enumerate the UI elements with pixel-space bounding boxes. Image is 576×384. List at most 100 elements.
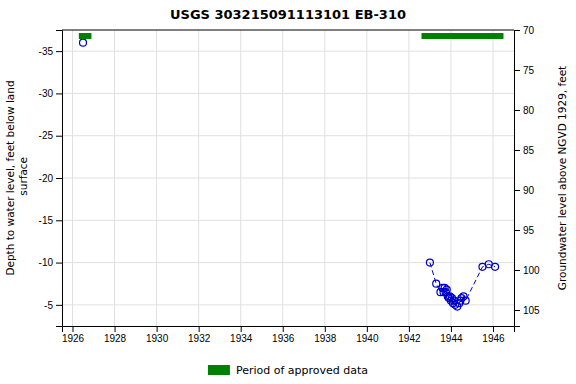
grid: [62, 30, 514, 326]
tick-mark: [493, 326, 494, 332]
tick: -25: [39, 130, 62, 141]
tick-label: -35: [39, 46, 54, 57]
grid-line-y: [62, 93, 514, 94]
tick-mark: [56, 51, 62, 52]
tick: -20: [39, 173, 62, 184]
grid-line-y: [62, 51, 514, 52]
tick-label: 1936: [272, 333, 295, 344]
tick: 105: [514, 305, 540, 316]
grid-line-y: [62, 304, 514, 305]
tick-label: 1932: [188, 333, 211, 344]
tick-label: 1946: [482, 333, 505, 344]
tick-label: -10: [39, 257, 54, 268]
y2-axis-label: Groundwater level above NGVD 1929, feet: [556, 66, 568, 290]
tick-mark: [514, 190, 520, 191]
tick: 1938: [314, 326, 337, 344]
tick-mark: [325, 326, 326, 332]
grid-line-y: [62, 262, 514, 263]
tick: -30: [39, 88, 62, 99]
x-axis: 1926 1928 1930 1932 1934 1936 1938 1940 1942 1944…: [62, 326, 515, 344]
tick: 1926: [62, 326, 85, 344]
tick: 1946: [482, 326, 505, 344]
tick-mark: [514, 70, 520, 71]
tick-label: -30: [39, 88, 54, 99]
tick-mark: [514, 230, 520, 231]
series-line: [430, 263, 495, 307]
chart: 1926 1928 1930 1932 1934 1936 1938 1940 1942 1944…: [0, 0, 576, 384]
tick: 1944: [440, 326, 463, 344]
tick: 100: [514, 265, 540, 276]
legend-swatch: [208, 365, 230, 375]
data-point: [460, 293, 467, 300]
tick-label: -20: [39, 173, 54, 184]
approved-period-bar: [79, 33, 92, 39]
grid-line-y: [62, 135, 514, 136]
tick: 90: [514, 185, 535, 196]
tick-mark: [367, 326, 368, 332]
grid-line-y: [62, 220, 514, 221]
data-point: [492, 263, 499, 270]
tick-label: 1942: [398, 333, 421, 344]
tick: -10: [39, 257, 62, 268]
y-axis-label-line: surface: [17, 157, 29, 199]
tick-mark: [56, 178, 62, 179]
title: USGS 303215091113101 EB-310: [170, 7, 406, 22]
tick-mark: [73, 326, 74, 332]
tick-label: 1940: [356, 333, 379, 344]
tick-mark: [514, 110, 520, 111]
data-point: [462, 297, 469, 304]
y2-axis: 707580859095100105: [514, 25, 540, 327]
grid-line-y: [62, 178, 514, 179]
tick-mark: [56, 220, 62, 221]
tick-mark: [283, 326, 284, 332]
tick-mark: [514, 310, 520, 311]
tick-label: 1938: [314, 333, 337, 344]
axis-line: [63, 327, 515, 333]
tick: 1932: [188, 326, 211, 344]
tick-label: 100: [523, 265, 540, 276]
tick: 95: [514, 225, 535, 236]
tick: 70: [514, 25, 535, 36]
tick-mark: [514, 270, 520, 271]
tick: -5: [44, 300, 62, 311]
tick-label: -5: [44, 300, 53, 311]
tick: 80: [514, 105, 535, 116]
tick-label: 1926: [62, 333, 85, 344]
tick-label: 1930: [146, 333, 169, 344]
tick: 1928: [104, 326, 127, 344]
tick: 85: [514, 145, 535, 156]
y-axis-label-line: Depth to water level, feet below land: [4, 80, 16, 275]
tick-label: 1934: [230, 333, 253, 344]
tick-mark: [451, 326, 452, 332]
tick-mark: [56, 305, 62, 306]
frame-top: [62, 30, 514, 31]
tick-label: 90: [523, 185, 535, 196]
y2-axis-label-line: Groundwater level above NGVD 1929, feet: [556, 66, 568, 290]
tick-label: -15: [39, 215, 54, 226]
tick-label: 70: [523, 25, 535, 36]
data-point: [443, 286, 450, 293]
data-point: [433, 280, 440, 287]
tick-mark: [514, 30, 520, 31]
tick-mark: [56, 93, 62, 94]
axis-line: [515, 31, 521, 327]
tick: 1934: [230, 326, 253, 344]
y-axis: -35 -30 -25 -20 -15 -10 -5: [39, 31, 63, 327]
tick: -15: [39, 215, 62, 226]
tick: -35: [39, 46, 62, 57]
data-point: [80, 39, 87, 46]
approved-period-bar: [421, 33, 503, 39]
tick-mark: [115, 326, 116, 332]
tick: 1940: [356, 326, 379, 344]
tick-mark: [241, 326, 242, 332]
tick: 1936: [272, 326, 295, 344]
tick-label: 80: [523, 105, 535, 116]
tick-mark: [157, 326, 158, 332]
legend-label: Period of approved data: [236, 364, 368, 377]
tick-label: 105: [523, 305, 540, 316]
data-point: [426, 259, 433, 266]
legend-item: Period of approved data: [208, 364, 368, 377]
tick: 1930: [146, 326, 169, 344]
axis-line: [56, 31, 63, 327]
legend: Period of approved data: [208, 364, 368, 377]
